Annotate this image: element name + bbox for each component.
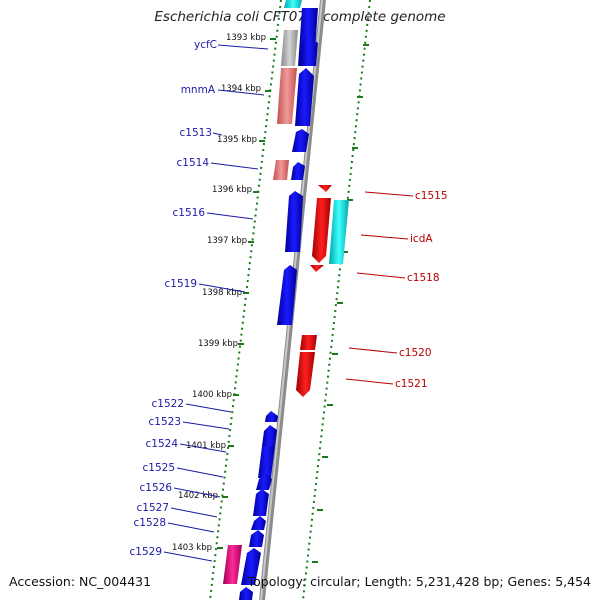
gene-forward: [291, 162, 305, 180]
ruler-label: 1395 kbp: [217, 135, 257, 145]
gene-c1518: [310, 265, 324, 272]
ruler-labels: 1393 kbp 1394 kbp 1395 kbp 1396 kbp 1397…: [172, 33, 266, 553]
gene-label: c1525: [143, 462, 176, 474]
ruler-label: 1397 kbp: [207, 236, 247, 246]
gene-label: c1521: [395, 378, 428, 390]
genome-summary: Topology: circular; Length: 5,231,428 bp…: [247, 574, 591, 589]
trna-gene-top: [284, 0, 302, 8]
ruler-label: 1399 kbp: [198, 339, 238, 349]
right-leader-lines: [345, 191, 414, 385]
ruler-ticks: [217, 38, 369, 563]
gene-label: c1514: [177, 157, 210, 169]
gene-forward: [300, 36, 318, 66]
gene-forward: [295, 68, 314, 126]
gene-c1524: [258, 446, 275, 478]
gene-label: c1518: [407, 272, 440, 284]
ruler-label: 1394 kbp: [221, 84, 261, 94]
gene-c1520: [300, 335, 317, 350]
gene-forward: [239, 587, 253, 600]
gene-label: ycfC: [194, 39, 217, 51]
left-leader-lines: [163, 44, 269, 562]
gene-c1514: [273, 160, 289, 180]
gene-label: c1515: [415, 190, 448, 202]
gene-label: c1526: [140, 482, 173, 494]
gene-c1525: [256, 474, 272, 490]
gene-c1521: [296, 352, 315, 397]
right-gene-labels: c1515 icdA c1518 c1520 c1521: [395, 190, 448, 390]
ruler-label: 1396 kbp: [212, 185, 252, 195]
gene-c1526: [253, 489, 269, 516]
gene-c1519: [277, 265, 297, 325]
gene-c1516: [285, 191, 303, 252]
ruler-label: 1403 kbp: [172, 543, 212, 553]
gene-label: c1523: [149, 416, 182, 428]
ruler-label: 1402 kbp: [178, 491, 218, 501]
gene-c1528: [249, 530, 264, 547]
gene-forward: [241, 548, 261, 585]
gene-c1529: [223, 545, 242, 584]
map-title: Escherichia coli CFT073, complete genome: [154, 9, 446, 25]
accession-label: Accession: NC_004431: [9, 574, 152, 589]
outer-dotted-line: [302, 0, 371, 600]
gene-label: c1516: [173, 207, 206, 219]
gene-label: c1520: [399, 347, 432, 359]
ruler-label: 1401 kbp: [186, 441, 226, 451]
gene-c1523: [262, 425, 277, 446]
gene-ycfC: [281, 30, 298, 66]
gene-label: icdA: [410, 233, 433, 245]
gene-label: c1519: [165, 278, 198, 290]
ruler-label: 1393 kbp: [226, 33, 266, 43]
gene-c1522: [265, 411, 278, 422]
gene-reverse: [312, 198, 331, 263]
gene-c1527: [251, 516, 266, 530]
gene-label: c1522: [152, 398, 185, 410]
gene-label: c1513: [180, 127, 213, 139]
gene-c1515: [318, 185, 332, 192]
gene-mnmA: [277, 68, 297, 124]
gene-label: c1528: [134, 517, 167, 529]
left-gene-labels: ycfC mnmA c1513 c1514 c1516 c1519 c1522 …: [130, 39, 218, 558]
gene-label: c1527: [137, 502, 170, 514]
gene-icdA: [329, 200, 349, 264]
gene-label: c1529: [130, 546, 163, 558]
ruler-label: 1400 kbp: [192, 390, 232, 400]
gene-c1513: [292, 129, 309, 152]
gene-label: mnmA: [181, 84, 216, 96]
ruler-label: 1398 kbp: [202, 288, 242, 298]
gene-label: c1524: [146, 438, 179, 450]
